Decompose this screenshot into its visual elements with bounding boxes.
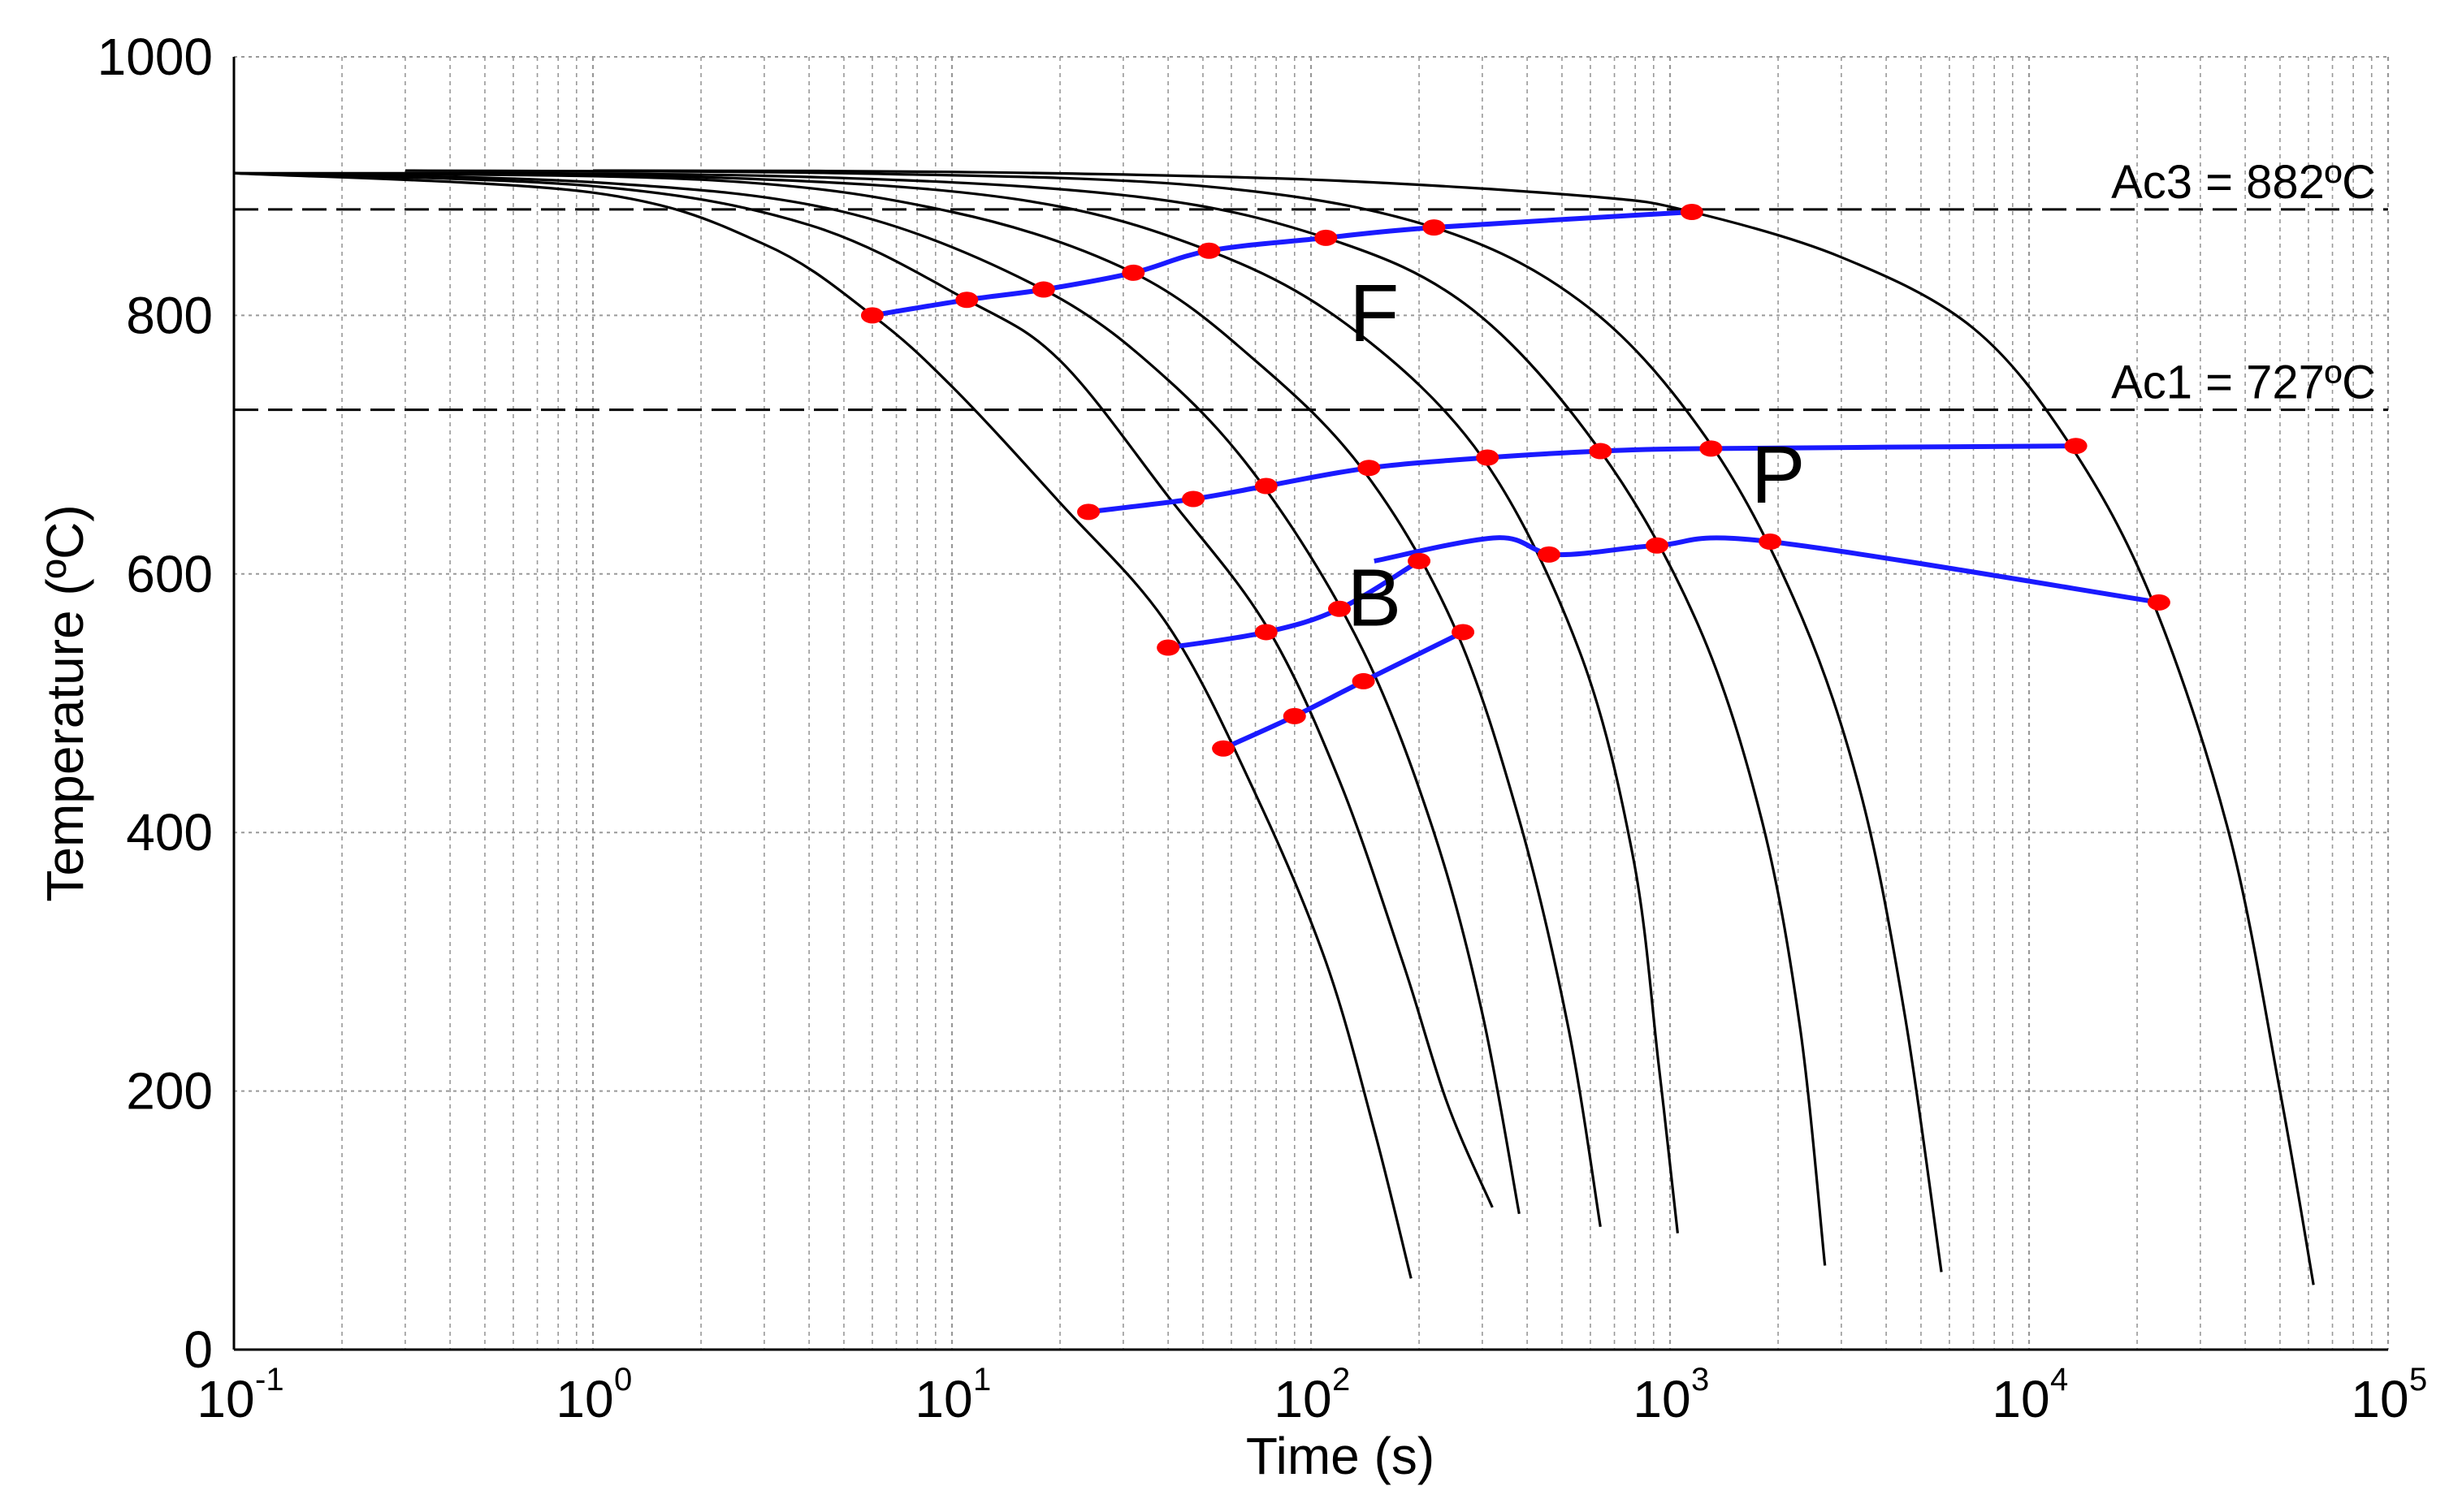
transformation-point — [1254, 624, 1278, 641]
region-labels: F P B — [1347, 268, 1805, 643]
transformation-point — [1352, 672, 1375, 689]
x-axis-title: Time (s) — [1246, 1427, 1434, 1485]
x-tick-exponent: 5 — [2409, 1362, 2427, 1398]
x-tick-base: 10 — [1274, 1370, 1331, 1428]
x-tick-label: 10 0 — [556, 1362, 632, 1428]
transformation-point — [1032, 281, 1055, 298]
transformation-point — [860, 307, 884, 324]
x-tick-exponent: -1 — [255, 1362, 284, 1398]
transformation-point — [1197, 242, 1221, 259]
cooling-curve-5 — [233, 171, 1679, 1233]
y-tick-label: 400 — [126, 803, 213, 862]
x-tick-exponent: 4 — [2050, 1362, 2068, 1398]
x-tick-base: 10 — [556, 1370, 613, 1428]
x-tick-label: 10 2 — [1274, 1362, 1350, 1428]
transformation-points — [860, 204, 2170, 757]
y-tick-label: 0 — [184, 1320, 213, 1379]
x-tick-label: 10 3 — [1633, 1362, 1709, 1428]
cooling-curve-8 — [592, 169, 2315, 1285]
x-tick-label: 10 1 — [915, 1362, 991, 1428]
transformation-point — [1680, 204, 1703, 221]
transformation-point — [1327, 600, 1351, 617]
cooling-curve-3 — [233, 171, 1521, 1215]
transformation-point — [1537, 546, 1560, 563]
transformation-point — [1645, 537, 1668, 554]
transformation-point — [1759, 534, 1782, 550]
bainite-finish-line — [1222, 629, 1465, 751]
region-label-b: B — [1347, 552, 1401, 643]
ac1-label: Ac1 = 727ºC — [2111, 356, 2376, 409]
y-axis-title: Temperature (ºC) — [36, 504, 94, 901]
y-tick-label: 800 — [126, 286, 213, 344]
transformation-point — [1699, 440, 1723, 457]
x-tick-label: 10 -1 — [197, 1362, 283, 1428]
y-tick-label: 600 — [126, 545, 213, 603]
x-tick-base: 10 — [2351, 1370, 2408, 1428]
transformation-point — [1157, 639, 1180, 656]
transformation-point — [1408, 552, 1431, 569]
transformation-lines — [872, 210, 2160, 751]
x-tick-base: 10 — [915, 1370, 972, 1428]
x-tick-exponent: 2 — [1332, 1362, 1350, 1398]
transformation-point — [2064, 438, 2088, 455]
transformation-point — [955, 292, 979, 309]
transformation-point — [1357, 460, 1381, 477]
transformation-point — [1283, 707, 1306, 724]
x-tick-exponent: 3 — [1691, 1362, 1709, 1398]
grid — [234, 56, 2390, 1350]
x-tick-exponent: 0 — [614, 1362, 632, 1398]
transformation-point — [2147, 594, 2170, 611]
x-tick-label: 10 4 — [1992, 1362, 2068, 1428]
x-tick-base: 10 — [1992, 1370, 2049, 1428]
transformation-point — [1422, 219, 1446, 236]
x-tick-label: 10 5 — [2351, 1362, 2427, 1428]
transformation-point — [1589, 443, 1612, 460]
y-tick-label: 1000 — [97, 28, 213, 86]
labels: Time (s) Temperature (ºC) — [36, 504, 1434, 1485]
transformation-point — [1254, 477, 1278, 495]
region-label-f: F — [1349, 268, 1399, 359]
region-label-p: P — [1751, 430, 1806, 521]
axes — [232, 57, 2388, 1351]
transformation-point — [1476, 449, 1499, 466]
cooling-curve-7 — [405, 169, 1943, 1272]
transformation-point — [1314, 229, 1338, 246]
transformation-point — [1212, 740, 1235, 757]
reference-labels: Ac3 = 882ºC Ac1 = 727ºC — [2111, 156, 2376, 409]
y-tick-labels: 0 200 400 600 800 1000 — [97, 28, 213, 1379]
transformation-point — [1077, 503, 1101, 521]
cooling-curve-1 — [233, 171, 1413, 1279]
transformation-point — [1122, 264, 1145, 281]
cooling-curve-4 — [233, 171, 1602, 1228]
ac3-label: Ac3 = 882ºC — [2111, 156, 2376, 209]
transformation-point — [1452, 624, 1475, 641]
transformation-point — [1182, 490, 1205, 508]
x-tick-base: 10 — [197, 1370, 254, 1428]
pearlite-start-line — [1088, 443, 2076, 515]
y-tick-label: 200 — [126, 1062, 213, 1121]
x-tick-labels: 10 -1 10 0 10 1 10 2 10 3 10 4 10 5 — [197, 1362, 2427, 1428]
cooling-curve-6 — [233, 171, 1827, 1266]
ferrite-start-line — [872, 210, 1692, 318]
cooling-curve-2 — [233, 171, 1494, 1208]
x-tick-exponent: 1 — [973, 1362, 991, 1398]
bainite-start-line — [1167, 559, 1421, 650]
x-tick-base: 10 — [1633, 1370, 1690, 1428]
cooling-curves — [233, 169, 2315, 1285]
